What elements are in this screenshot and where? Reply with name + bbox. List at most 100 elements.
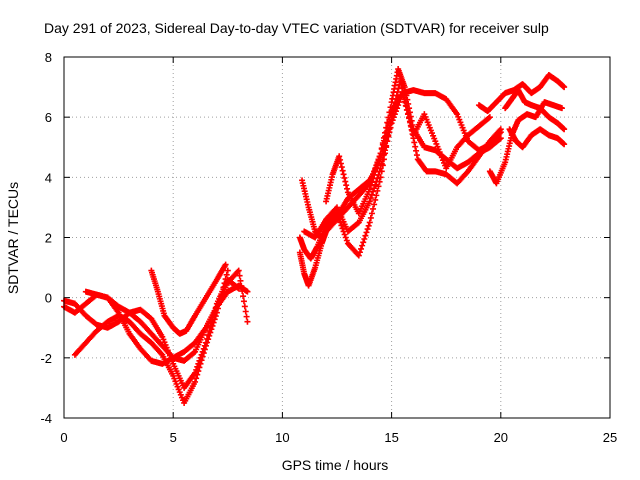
- data-point-fill: [391, 111, 398, 118]
- data-point-fill: [358, 245, 365, 252]
- data-point-fill: [363, 229, 370, 236]
- data-point-fill: [199, 353, 206, 360]
- data-point-fill: [190, 349, 197, 356]
- data-point-fill: [385, 128, 392, 135]
- data-point-fill: [387, 121, 394, 128]
- data-point: [192, 378, 199, 385]
- data-series: [506, 126, 568, 151]
- y-axis-label: SDTVAR / TECUs: [5, 182, 21, 294]
- data-point-fill: [370, 205, 377, 212]
- y-tick-label: -2: [40, 351, 52, 366]
- data-point-fill: [206, 332, 213, 339]
- data-point-fill: [380, 144, 387, 151]
- data-point-fill: [404, 111, 411, 118]
- data-point-fill: [342, 178, 349, 185]
- data-point-fill: [197, 360, 204, 367]
- y-tick-label: 6: [45, 110, 52, 125]
- data-point: [397, 78, 404, 85]
- chart-title: Day 291 of 2023, Sidereal Day-to-day VTE…: [44, 20, 549, 36]
- data-point: [497, 129, 504, 136]
- data-point-fill: [240, 298, 247, 305]
- x-axis-label: GPS time / hours: [282, 457, 389, 473]
- data-point-fill: [210, 319, 217, 326]
- data-point-fill: [401, 98, 408, 105]
- data-point-fill: [378, 152, 385, 159]
- data-point-fill: [390, 114, 397, 121]
- data-point-fill: [403, 106, 410, 113]
- data-point-fill: [343, 237, 350, 244]
- data-point-fill: [195, 368, 202, 375]
- data-point: [388, 117, 395, 124]
- data-point: [224, 267, 231, 274]
- data-point-fill: [413, 147, 420, 154]
- data-point-fill: [413, 152, 420, 159]
- data-point-fill: [337, 160, 344, 167]
- data-point-fill: [212, 313, 219, 320]
- data-point-fill: [362, 232, 369, 239]
- data-point-fill: [384, 132, 391, 139]
- data-point-fill: [200, 350, 207, 357]
- data-point-fill: [207, 329, 214, 336]
- data-point: [561, 84, 568, 91]
- data-point-fill: [356, 249, 363, 256]
- data-point-fill: [205, 336, 212, 343]
- data-point: [355, 252, 362, 259]
- data-point: [366, 198, 373, 205]
- data-points: [61, 66, 568, 406]
- data-point-fill: [372, 181, 379, 188]
- data-point-fill: [400, 94, 407, 101]
- data-point-fill: [201, 346, 208, 353]
- data-point-fill: [338, 164, 345, 171]
- data-point-fill: [198, 357, 205, 364]
- data-series: [502, 87, 568, 133]
- data-point-fill: [383, 136, 390, 143]
- data-point-fill: [234, 284, 241, 291]
- data-point-fill: [367, 182, 374, 189]
- data-point-fill: [367, 195, 374, 202]
- data-point-fill: [402, 102, 409, 109]
- data-point-fill: [240, 293, 247, 300]
- data-point-fill: [365, 222, 372, 229]
- data-series: [299, 117, 395, 241]
- data-point: [222, 261, 229, 268]
- data-point-fill: [243, 313, 250, 320]
- plot-frame: [63, 56, 611, 419]
- data-point-fill: [411, 139, 418, 146]
- data-point-fill: [236, 272, 243, 279]
- data-point-fill: [341, 231, 348, 238]
- data-point-fill: [341, 174, 348, 181]
- data-point: [235, 267, 242, 274]
- data-point-fill: [208, 326, 215, 333]
- data-point-fill: [237, 277, 244, 284]
- data-point-fill: [408, 123, 415, 130]
- data-point-fill: [371, 185, 378, 192]
- data-point-fill: [371, 201, 378, 208]
- data-point-fill: [209, 322, 216, 329]
- data-point-fill: [412, 143, 419, 150]
- data-point-fill: [407, 119, 414, 126]
- x-tick-label: 25: [603, 430, 617, 445]
- data-point-fill: [222, 276, 229, 283]
- data-point-fill: [496, 136, 503, 143]
- data-point-fill: [359, 242, 366, 249]
- x-tick-label: 20: [494, 430, 508, 445]
- data-point-fill: [339, 167, 346, 174]
- data-point-fill: [337, 156, 344, 163]
- grid-lines: [64, 57, 610, 418]
- y-tick-label: 2: [45, 231, 52, 246]
- data-point-fill: [338, 222, 345, 229]
- data-point-fill: [340, 171, 347, 178]
- data-point-fill: [223, 271, 230, 278]
- data-point-fill: [386, 124, 393, 131]
- x-tick-label: 5: [170, 430, 177, 445]
- data-point-fill: [406, 115, 413, 122]
- data-point-fill: [242, 308, 249, 315]
- data-point: [336, 153, 343, 160]
- y-tick-label: 0: [45, 291, 52, 306]
- data-point-fill: [196, 364, 203, 371]
- data-point: [244, 288, 251, 295]
- data-point-fill: [364, 226, 371, 233]
- data-point: [366, 186, 373, 193]
- data-point: [558, 105, 565, 112]
